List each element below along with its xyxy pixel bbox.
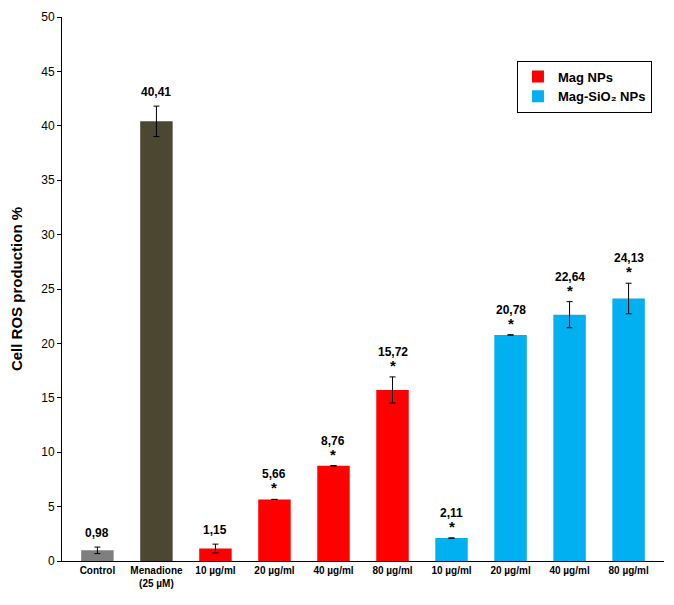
svg-text:*: * [567, 282, 573, 299]
svg-text:*: * [449, 518, 455, 535]
svg-text:Cell ROS production %: Cell ROS production % [8, 207, 25, 371]
svg-text:Control: Control [80, 565, 116, 576]
svg-text:20: 20 [41, 337, 55, 351]
svg-text:22,64: 22,64 [555, 270, 585, 284]
svg-text:0: 0 [48, 554, 55, 568]
svg-text:50: 50 [41, 10, 55, 24]
svg-text:*: * [330, 446, 336, 463]
svg-text:15: 15 [41, 391, 55, 405]
svg-text:80 µg/ml: 80 µg/ml [372, 565, 412, 576]
svg-text:25: 25 [41, 282, 55, 296]
svg-text:*: * [271, 479, 277, 496]
svg-text:40: 40 [41, 119, 55, 133]
svg-text:Menadione(25 µM): Menadione(25 µM) [130, 565, 183, 589]
svg-text:*: * [508, 315, 514, 332]
svg-text:10: 10 [41, 445, 55, 459]
svg-text:Mag NPs: Mag NPs [558, 70, 613, 85]
svg-text:10 µg/ml: 10 µg/ml [195, 565, 235, 576]
svg-text:30: 30 [41, 228, 55, 242]
svg-text:15,72: 15,72 [378, 345, 408, 359]
svg-text:40,41: 40,41 [141, 85, 171, 99]
svg-text:10 µg/ml: 10 µg/ml [431, 565, 471, 576]
svg-text:2,11: 2,11 [440, 506, 463, 520]
svg-text:35: 35 [41, 173, 55, 187]
svg-text:20 µg/ml: 20 µg/ml [254, 565, 294, 576]
svg-text:*: * [626, 263, 632, 280]
svg-text:40 µg/ml: 40 µg/ml [549, 565, 589, 576]
svg-text:5,66: 5,66 [262, 467, 286, 481]
svg-text:8,76: 8,76 [321, 434, 345, 448]
svg-text:Mag-SiO₂ NPs: Mag-SiO₂ NPs [558, 89, 645, 104]
svg-text:*: * [390, 357, 396, 374]
svg-text:45: 45 [41, 65, 55, 79]
svg-text:5: 5 [48, 500, 55, 514]
svg-text:80 µg/ml: 80 µg/ml [608, 565, 648, 576]
svg-text:24,13: 24,13 [614, 251, 644, 265]
svg-text:0,98: 0,98 [85, 526, 109, 540]
svg-text:40 µg/ml: 40 µg/ml [313, 565, 353, 576]
svg-text:20,78: 20,78 [496, 303, 526, 317]
svg-text:1,15: 1,15 [203, 523, 227, 537]
svg-text:20 µg/ml: 20 µg/ml [490, 565, 530, 576]
